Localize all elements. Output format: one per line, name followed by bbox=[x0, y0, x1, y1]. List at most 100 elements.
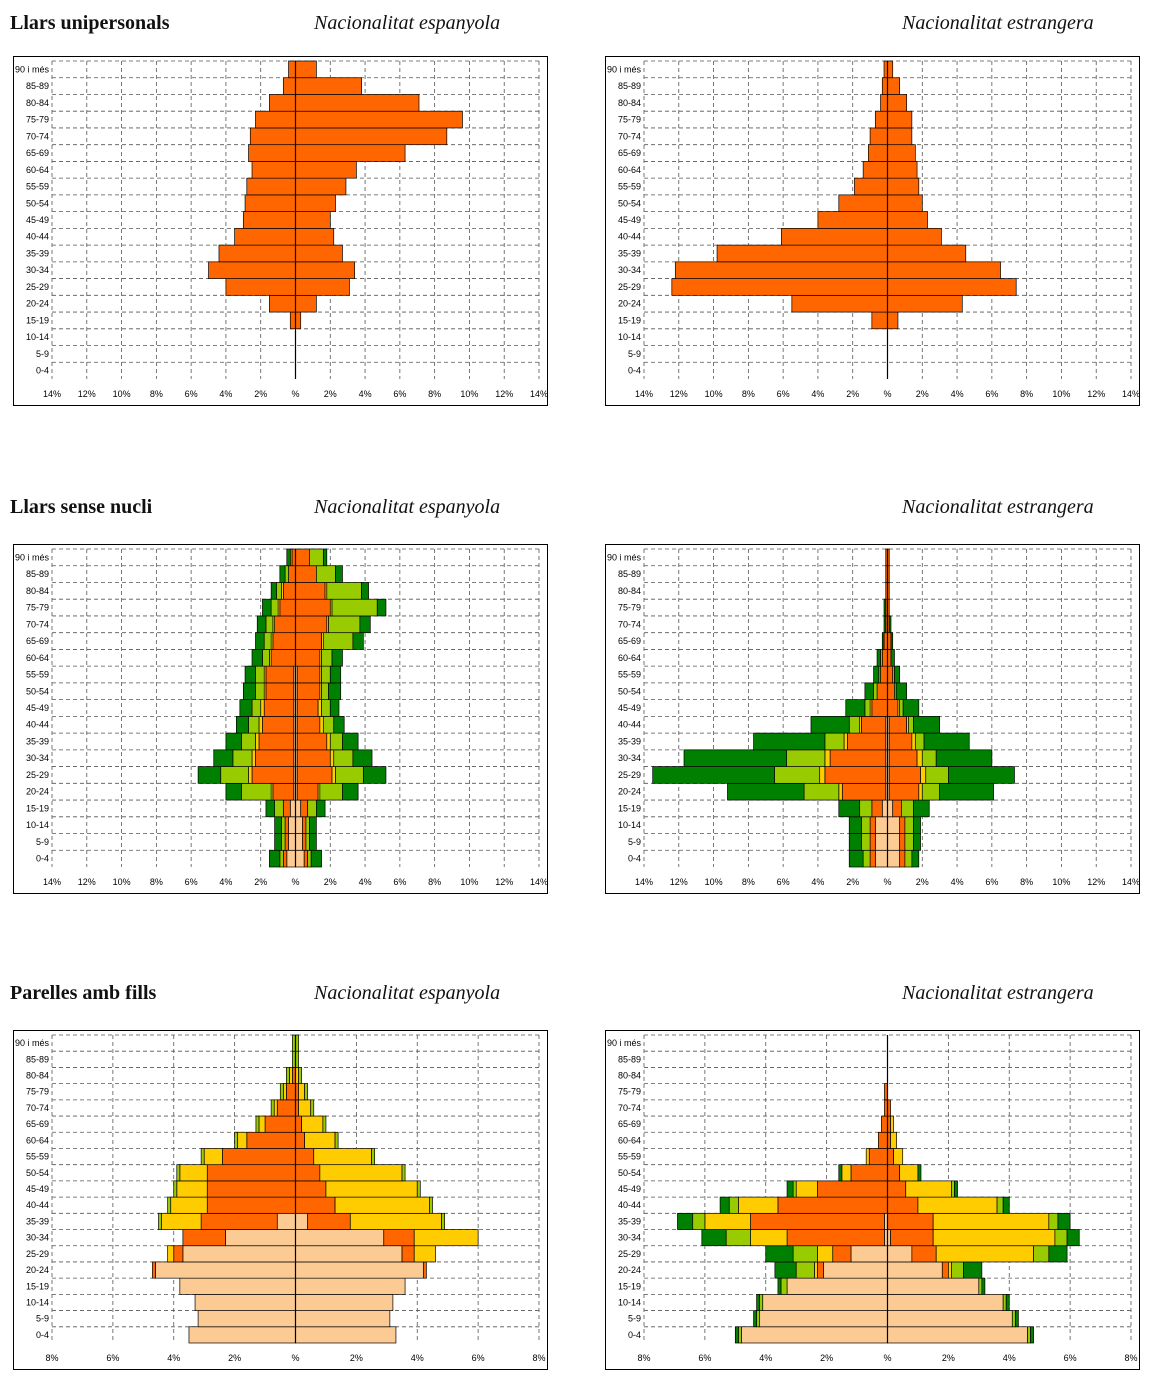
bar-left-orange bbox=[284, 833, 289, 851]
bar-right-yellow bbox=[298, 1083, 305, 1101]
bar-left-lightgreen bbox=[795, 1261, 815, 1279]
bar-right-peach bbox=[295, 799, 302, 818]
bar-left-orange bbox=[862, 161, 888, 179]
bar-left-orange bbox=[288, 565, 296, 583]
bar-left-lightgreen bbox=[255, 665, 265, 684]
x-tick-label: 2% bbox=[254, 877, 267, 887]
y-tick-label: 25-29 bbox=[618, 1249, 641, 1259]
bar-right-darkgreen bbox=[329, 665, 342, 684]
bar-right-lightgreen bbox=[1048, 1212, 1059, 1230]
pyramid-chart-parelles-estrangera: 8% 6% 4% 2%% 2% 4% 6% 8% 0-4 5-9 10-14 15-19 20-24 25… bbox=[605, 1030, 1140, 1370]
bar-right-lightgreen bbox=[899, 699, 904, 717]
bar-left-orange bbox=[270, 649, 296, 667]
bar-right-lightgreen bbox=[1027, 1326, 1031, 1344]
bar-right-yellow bbox=[301, 1115, 324, 1133]
bar-right-lightgreen bbox=[908, 716, 914, 734]
bar-left-lightgreen bbox=[270, 1099, 275, 1117]
bar-left-orange bbox=[272, 632, 296, 650]
bar-right-darkgreen bbox=[1030, 1326, 1034, 1344]
bar-right-peach bbox=[295, 1326, 397, 1344]
x-tick-label: % bbox=[883, 877, 891, 887]
x-tick-label: 2% bbox=[846, 877, 859, 887]
x-tick-label: 12% bbox=[1087, 877, 1105, 887]
bar-right-lightgreen bbox=[335, 766, 364, 784]
bar-left-lightgreen bbox=[270, 598, 279, 617]
y-tick-label: 65-69 bbox=[618, 636, 641, 646]
bar-left-lightgreen bbox=[738, 1326, 742, 1344]
bar-left-orange bbox=[284, 816, 289, 834]
bar-right-lightgreen bbox=[305, 816, 310, 834]
y-tick-label: 60-64 bbox=[26, 165, 49, 175]
bar-left-orange bbox=[244, 194, 296, 212]
bar-right-lightgreen bbox=[416, 1180, 421, 1198]
bar-right-orange bbox=[892, 799, 902, 818]
bar-right-orange bbox=[296, 732, 328, 751]
bar-right-lightgreen bbox=[322, 1115, 327, 1133]
x-tick-label: 8% bbox=[1020, 877, 1033, 887]
x-tick-label: 6% bbox=[1064, 1353, 1077, 1363]
bar-left-darkgreen bbox=[719, 1196, 730, 1214]
bar-left-darkgreen bbox=[876, 649, 881, 667]
y-tick-label: 35-39 bbox=[618, 736, 641, 746]
bar-left-yellow bbox=[176, 1180, 208, 1198]
y-tick-label: 50-54 bbox=[618, 198, 641, 208]
bar-right-yellow bbox=[413, 1245, 436, 1263]
y-tick-label: 65-69 bbox=[618, 148, 641, 158]
bar-left-lightgreen bbox=[803, 782, 840, 801]
bar-right-orange bbox=[887, 77, 901, 95]
bar-left-orange bbox=[716, 244, 888, 263]
bar-left-yellow bbox=[258, 716, 263, 734]
bar-left-orange bbox=[781, 228, 888, 246]
bar-right-orange bbox=[888, 732, 913, 751]
bar-right-peach bbox=[887, 1277, 980, 1295]
y-tick-label: 75-79 bbox=[26, 115, 49, 125]
bar-right-orange bbox=[899, 833, 906, 851]
bar-right-orange bbox=[296, 665, 321, 684]
x-tick-label: 2% bbox=[942, 1353, 955, 1363]
bar-left-orange bbox=[263, 699, 295, 717]
bar-right-darkgreen bbox=[310, 849, 322, 868]
bar-right-yellow bbox=[326, 732, 331, 751]
x-tick-label: 12% bbox=[78, 389, 96, 399]
bar-right-darkgreen bbox=[328, 682, 342, 700]
bar-right-lightgreen bbox=[904, 816, 914, 834]
bar-right-lightgreen bbox=[904, 833, 914, 851]
bar-left-darkgreen bbox=[848, 833, 862, 851]
x-tick-label: 10% bbox=[1052, 389, 1070, 399]
bar-left-yellow bbox=[814, 1261, 818, 1279]
x-tick-label: 4% bbox=[1003, 1353, 1016, 1363]
y-tick-label: 85-89 bbox=[26, 81, 49, 91]
bar-left-lightgreen bbox=[848, 716, 861, 734]
bar-left-lightgreen bbox=[759, 1294, 764, 1311]
bar-left-orange bbox=[847, 732, 887, 751]
bar-left-orange bbox=[286, 1083, 296, 1101]
y-tick-label: 55-59 bbox=[26, 670, 49, 680]
y-tick-label: 30-34 bbox=[26, 265, 49, 275]
bar-left-darkgreen bbox=[765, 1245, 794, 1263]
y-tick-label: 15-19 bbox=[26, 803, 49, 813]
y-tick-label: 30-34 bbox=[618, 753, 641, 763]
bar-right-lightgreen bbox=[921, 749, 937, 767]
bar-left-lightgreen bbox=[692, 1212, 706, 1230]
bar-right-orange bbox=[295, 77, 362, 95]
x-tick-label: 2% bbox=[916, 877, 929, 887]
x-tick-label: 12% bbox=[670, 389, 688, 399]
y-tick-label: 20-24 bbox=[26, 787, 49, 797]
bar-left-peach bbox=[182, 1245, 296, 1263]
y-tick-label: 70-74 bbox=[618, 131, 641, 141]
bar-left-darkgreen bbox=[838, 799, 861, 818]
bar-right-darkgreen bbox=[888, 615, 892, 634]
y-tick-label: 40-44 bbox=[26, 232, 49, 242]
bar-left-orange bbox=[777, 1196, 888, 1214]
x-tick-label: 14% bbox=[1122, 877, 1139, 887]
bar-left-orange bbox=[868, 144, 888, 162]
bar-left-orange bbox=[874, 110, 888, 129]
bar-right-orange bbox=[887, 682, 895, 700]
bar-left-orange bbox=[248, 144, 296, 162]
x-tick-label: 12% bbox=[1087, 389, 1105, 399]
bar-left-lightgreen bbox=[200, 1148, 205, 1166]
y-tick-label: 15-19 bbox=[26, 1281, 49, 1291]
bar-right-darkgreen bbox=[963, 1261, 983, 1279]
bar-left-peach bbox=[197, 1310, 296, 1328]
bar-left-peach bbox=[874, 816, 888, 834]
